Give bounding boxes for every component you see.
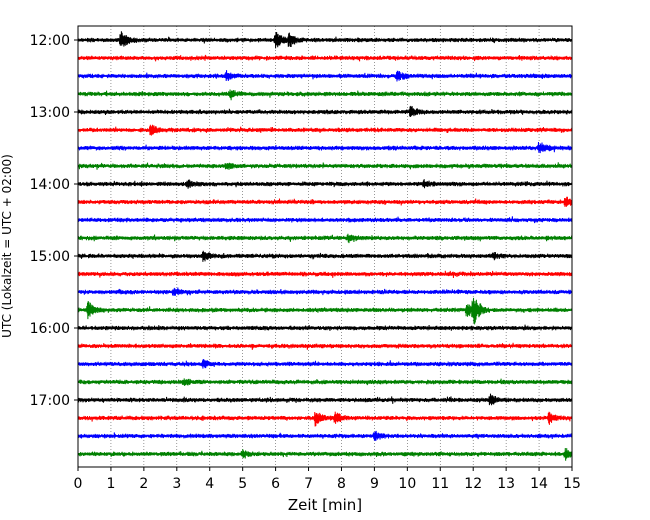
tick-layer: 0 1 2 3 4 5 6 7 8 9 10 11 12 13 14 1512:0013:0014:0015:… [30,33,581,492]
trace-1645 [77,378,573,386]
trace-1500 [77,250,573,262]
y-tick-label: 16:00 [30,321,70,337]
x-tick-label: 5 [238,476,247,492]
trace-1200 [77,31,573,49]
trace-1245 [77,89,573,101]
x-tick-label: 11 [431,476,449,492]
trace-layer [77,31,573,461]
trace-1615 [77,342,573,350]
trace-1315 [77,124,573,136]
trace-1415 [77,196,573,207]
y-tick-label: 14:00 [30,177,70,193]
trace-1530 [77,287,573,296]
x-tick-label: 12 [464,476,482,492]
y-axis-label: UTC (Lokalzeit = UTC + 02:00) [0,154,14,338]
x-tick-label: 7 [304,476,313,492]
x-tick-label: 9 [370,476,379,492]
trace-1545 [77,297,573,325]
trace-1515 [77,270,573,278]
x-tick-label: 2 [139,476,148,492]
y-tick-label: 12:00 [30,33,70,49]
trace-1330 [77,142,573,154]
trace-1300 [77,105,573,118]
x-tick-label: 8 [337,476,346,492]
x-tick-label: 14 [530,476,548,492]
trace-1700 [77,393,573,406]
y-tick-label: 17:00 [30,393,70,409]
trace-1600 [77,324,573,331]
x-tick-label: 13 [497,476,515,492]
y-tick-label: 15:00 [30,249,70,265]
x-tick-label: 4 [205,476,214,492]
trace-1745 [77,447,573,461]
x-tick-label: 10 [398,476,416,492]
trace-1400 [77,179,573,189]
trace-1715 [77,411,573,427]
trace-1730 [77,430,573,442]
trace-1345 [77,162,573,170]
trace-1430 [77,216,573,224]
x-axis-label: Zeit [min] [288,496,362,514]
y-tick-label: 13:00 [30,105,70,121]
trace-1630 [77,359,573,369]
plot-frame [77,25,573,468]
x-tick-label: 0 [74,476,83,492]
trace-1215 [77,54,573,62]
trace-1445 [77,233,573,244]
trace-1230 [77,70,573,82]
x-tick-label: 6 [271,476,280,492]
x-tick-label: 1 [106,476,115,492]
x-tick-label: 3 [172,476,181,492]
x-tick-label: 15 [563,476,581,492]
